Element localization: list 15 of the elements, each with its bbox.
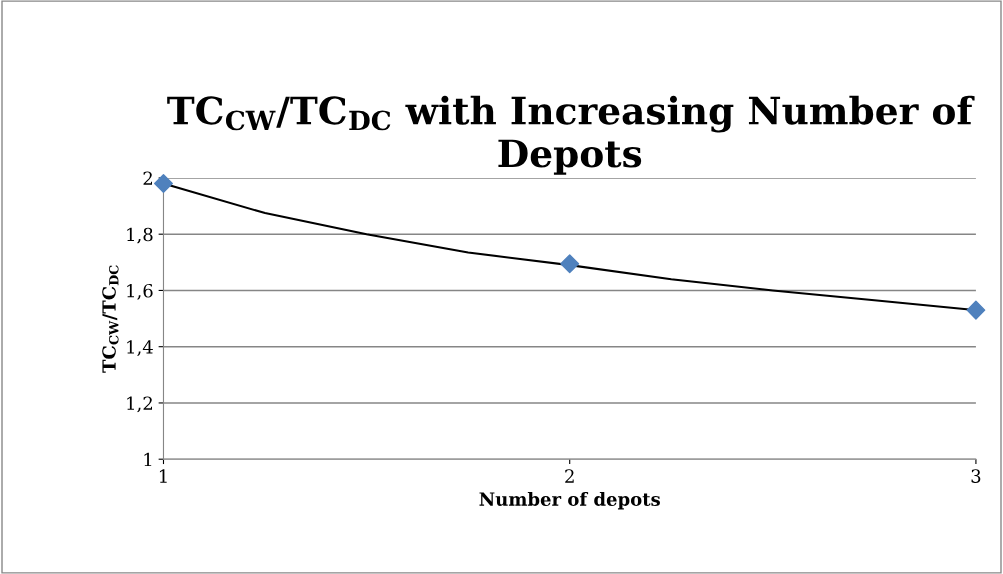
point [966,300,986,320]
point [560,254,580,274]
y-tick-label: 1 [144,452,152,467]
y-axis-title: TC$_{CW}$/TC$_{DC}$ [102,265,119,373]
y-tick-label: 1,6 [127,283,153,300]
y-tick-label: 2 [143,171,152,185]
y-tick-label: 1,4 [127,340,153,357]
x-tick-label: 3 [971,469,981,483]
y-tick-label: 1,8 [127,227,153,244]
x-tick-label: 2 [565,469,574,483]
point [154,174,173,194]
y-tick-label: 1,2 [127,396,152,413]
chart-title: TC$_{CW}$/TC$_{DC}$ with Increasing Number of Depots [167,95,975,175]
x-tick-label: 1 [159,469,167,483]
x-axis-title: Number of depots [479,491,660,510]
